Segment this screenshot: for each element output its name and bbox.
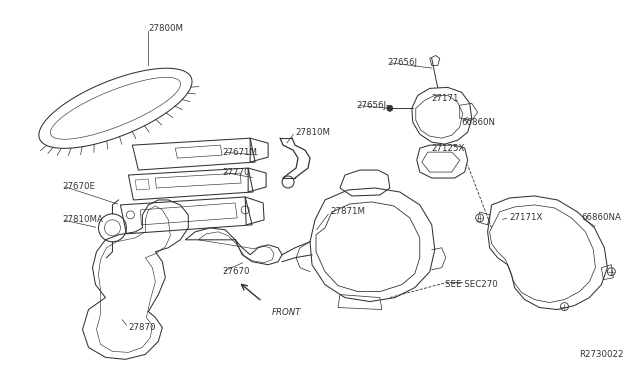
Text: 27171: 27171 xyxy=(432,94,460,103)
Text: 27171X: 27171X xyxy=(509,214,543,222)
Text: 27671M: 27671M xyxy=(222,148,257,157)
Text: 27871M: 27871M xyxy=(330,208,365,217)
Text: 27670: 27670 xyxy=(222,267,250,276)
Text: FRONT: FRONT xyxy=(272,308,301,317)
Text: 66860NA: 66860NA xyxy=(581,214,621,222)
Circle shape xyxy=(387,105,393,111)
Text: 27125X: 27125X xyxy=(432,144,465,153)
Text: 27870: 27870 xyxy=(129,323,156,332)
Text: 66860N: 66860N xyxy=(461,118,496,127)
Text: SEE SEC270: SEE SEC270 xyxy=(445,280,497,289)
Text: 27810MA: 27810MA xyxy=(63,215,104,224)
Text: R2730022: R2730022 xyxy=(579,350,624,359)
Text: 27656J: 27656J xyxy=(388,58,418,67)
Text: 27656J-: 27656J- xyxy=(356,101,388,110)
Text: 27810M: 27810M xyxy=(295,128,330,137)
Text: 27670E: 27670E xyxy=(63,182,95,190)
Text: 27770: 27770 xyxy=(222,167,250,177)
Text: 27800M: 27800M xyxy=(148,24,184,33)
